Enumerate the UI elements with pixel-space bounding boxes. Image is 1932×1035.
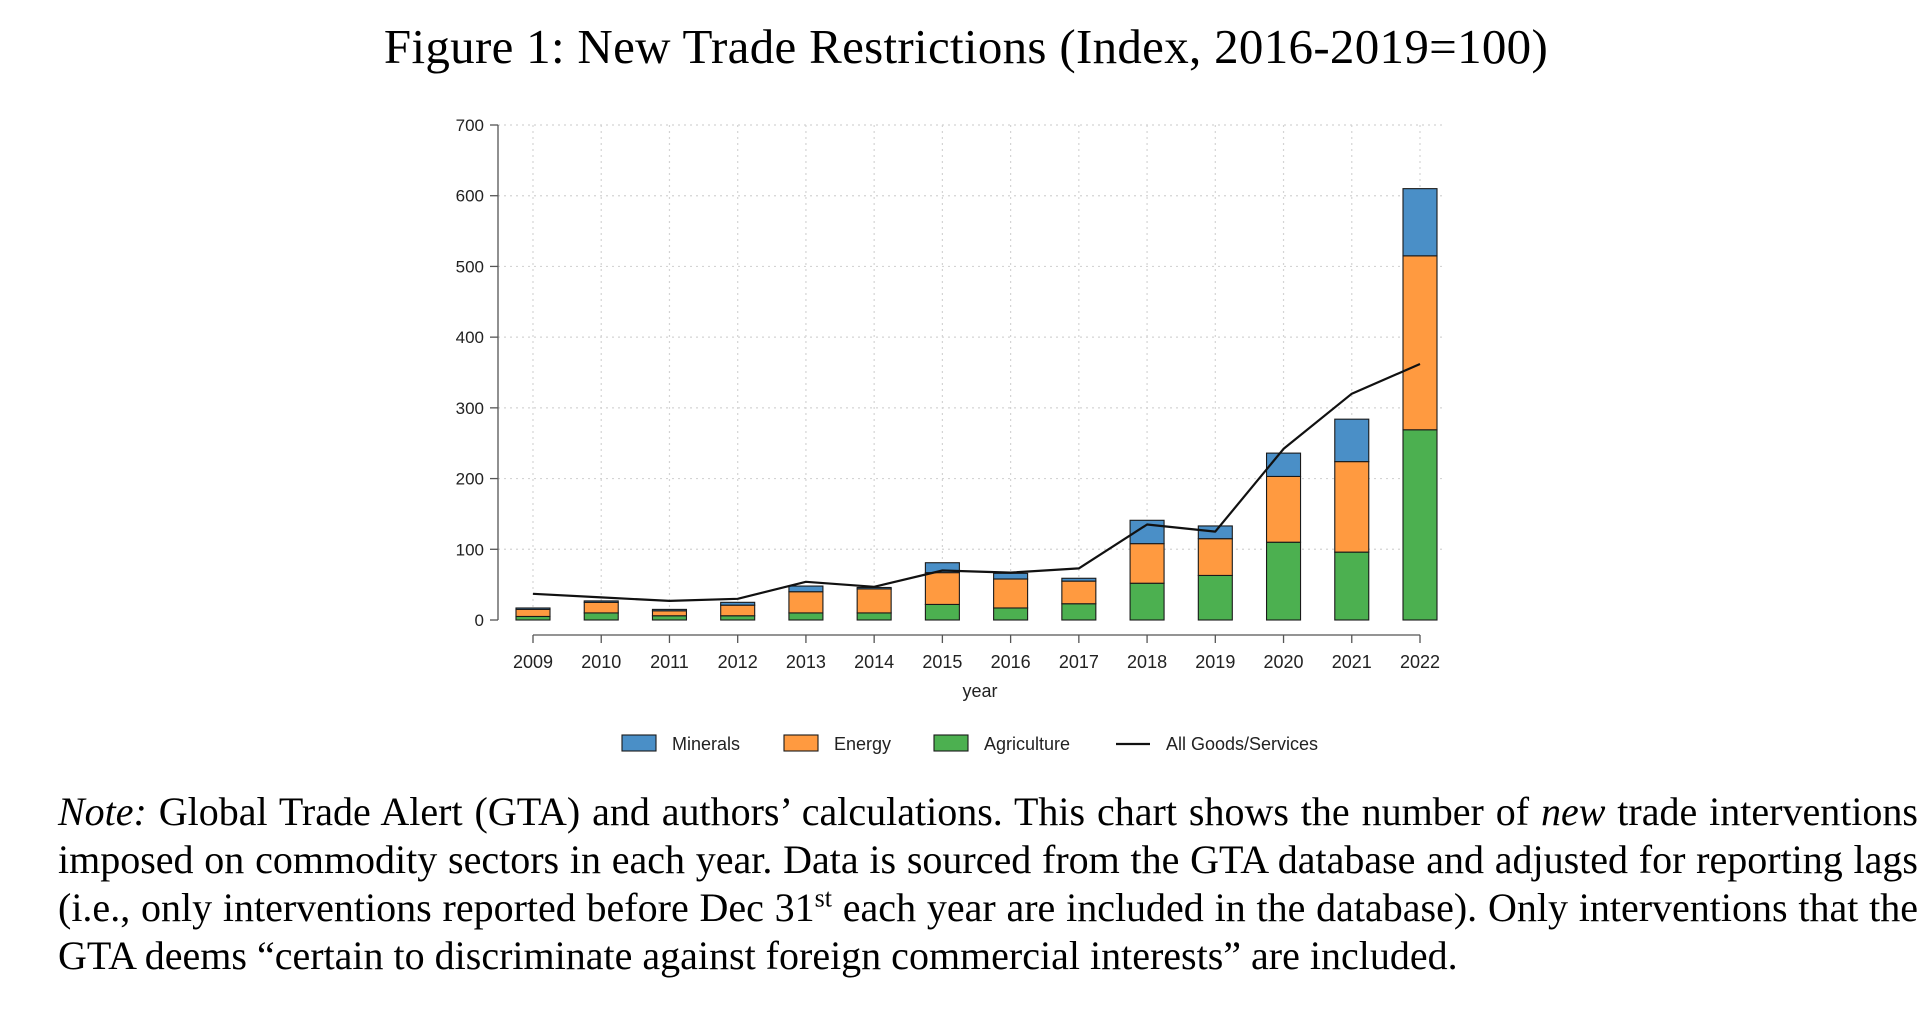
- bar-energy-2020: [1265, 475, 1302, 543]
- note-lead: Note:: [58, 789, 147, 834]
- note-text-3: each year are included in the database).…: [58, 885, 1919, 978]
- y-tick-label: 200: [456, 470, 484, 489]
- x-tick-label: 2011: [650, 652, 689, 672]
- bar-minerals-2010: [583, 600, 619, 603]
- legend-label: Minerals: [672, 734, 740, 754]
- bar-agriculture-2012: [720, 615, 756, 621]
- x-tick-label: 2017: [1059, 652, 1099, 672]
- note-text-1: Global Trade Alert (GTA) and authors’ ca…: [146, 789, 1541, 834]
- legend: Minerals Energy Agriculture All Goods/Servi…: [621, 734, 1318, 754]
- y-tick-label: 0: [475, 611, 484, 630]
- legend-swatch-minerals: [621, 734, 657, 752]
- bar-agriculture-2022: [1402, 429, 1438, 621]
- legend-label: All Goods/Services: [1166, 734, 1318, 754]
- figure-title: Figure 1: New Trade Restrictions (Index,…: [383, 19, 1549, 74]
- legend-label: Energy: [834, 734, 891, 754]
- bar-energy-2016: [993, 578, 1029, 609]
- grid-layer: [498, 124, 1444, 620]
- bar-minerals-2021: [1334, 418, 1370, 463]
- x-tick-label: 2013: [786, 652, 826, 672]
- bar-energy-2013: [788, 591, 824, 614]
- bar-agriculture-2018: [1129, 582, 1165, 621]
- note-superscript: st: [814, 883, 833, 913]
- bar-energy-2010: [583, 601, 619, 614]
- x-tick-label: 2021: [1332, 652, 1372, 672]
- bar-energy-2009: [515, 608, 551, 618]
- x-tick-label: 2018: [1127, 652, 1167, 672]
- bar-minerals-2012: [720, 601, 756, 606]
- y-tick-label: 500: [456, 257, 484, 276]
- bar-agriculture-2016: [993, 607, 1029, 621]
- bar-agriculture-2017: [1061, 603, 1097, 621]
- bar-energy-2014: [856, 588, 892, 614]
- bar-minerals-2009: [515, 607, 551, 610]
- x-tick-label: 2020: [1264, 652, 1304, 672]
- bar-minerals-2022: [1402, 188, 1438, 257]
- line-all-goods-services: [532, 362, 1421, 603]
- bar-energy-2022: [1402, 255, 1438, 431]
- y-tick-label: 100: [456, 540, 484, 559]
- x-tick-label: 2012: [718, 652, 758, 672]
- bar-energy-2018: [1129, 543, 1165, 584]
- bar-energy-2012: [720, 604, 756, 617]
- bar-energy-2017: [1061, 580, 1097, 605]
- legend-swatch-agriculture: [933, 734, 969, 752]
- y-tick-label: 700: [456, 116, 484, 135]
- bar-minerals-2015: [924, 562, 960, 574]
- x-tick-label: 2019: [1195, 652, 1235, 672]
- bar-agriculture-2010: [583, 612, 619, 621]
- y-tick-label: 400: [456, 328, 484, 347]
- figure-note: Note: Global Trade Alert (GTA) and autho…: [58, 788, 1918, 980]
- bar-minerals-2013: [788, 585, 824, 593]
- bar-minerals-2011: [651, 608, 688, 612]
- bar-agriculture-2011: [651, 615, 688, 621]
- x-tick-label: 2014: [854, 652, 894, 672]
- x-tick-label: 2016: [991, 652, 1031, 672]
- note-text-2: trade interventions imposed on commodity…: [58, 789, 1918, 930]
- bar-agriculture-2013: [788, 612, 824, 621]
- bar-agriculture-2014: [856, 612, 892, 621]
- bar-energy-2011: [651, 610, 688, 617]
- y-tick-label: 300: [456, 399, 484, 418]
- y-tick-label: 600: [456, 187, 484, 206]
- bar-energy-2019: [1197, 538, 1233, 577]
- x-tick-label: 2010: [581, 652, 621, 672]
- x-axis-title: year: [962, 681, 997, 701]
- bars-layer: [515, 188, 1438, 621]
- x-tick-label: 2022: [1400, 652, 1440, 672]
- bar-energy-2015: [924, 572, 960, 605]
- bar-agriculture-2019: [1197, 574, 1233, 621]
- x-tick-label: 2015: [922, 652, 962, 672]
- bar-minerals-2017: [1061, 577, 1097, 582]
- bar-agriculture-2015: [924, 603, 960, 621]
- legend-label: Agriculture: [984, 734, 1070, 754]
- x-tick-label: 2009: [513, 652, 553, 672]
- legend-swatch-energy: [783, 734, 819, 752]
- axes-layer: 0 100 200 300 400 500 600 700 2009 2010 2011 2012 20…: [456, 116, 1440, 701]
- bar-agriculture-2021: [1334, 551, 1370, 621]
- bar-agriculture-2020: [1265, 541, 1302, 621]
- bar-minerals-2016: [993, 572, 1029, 580]
- note-emphasis: new: [1540, 789, 1606, 834]
- line-layer: [532, 362, 1421, 603]
- bar-energy-2021: [1334, 461, 1370, 553]
